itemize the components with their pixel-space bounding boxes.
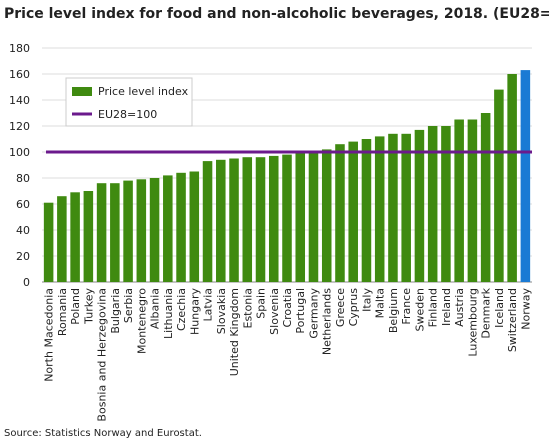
bar	[176, 172, 186, 282]
x-tick-label: Austria	[453, 288, 466, 327]
x-tick-label: Estonia	[241, 288, 254, 329]
x-tick-label: Finland	[427, 288, 440, 327]
x-tick-label: Turkey	[82, 288, 95, 325]
bar	[268, 155, 279, 282]
y-tick-label: 40	[16, 224, 30, 237]
source: Source: Statistics Norway and Eurostat.	[4, 428, 202, 439]
bar	[507, 74, 517, 282]
chart-title: Price level index for food and non-alcoh…	[4, 6, 549, 22]
bar	[189, 171, 200, 282]
x-tick-label: Iceland	[493, 288, 506, 328]
bar	[123, 180, 133, 282]
x-tick-label: Romania	[56, 288, 69, 336]
x-tick-label: Switzerland	[506, 288, 519, 352]
bar	[427, 126, 438, 282]
x-tick-label: France	[400, 288, 413, 325]
legend-box	[65, 77, 193, 127]
bar	[57, 196, 67, 282]
x-tick-label: Netherlands	[321, 288, 334, 355]
x-tick-label: Latvia	[202, 288, 215, 322]
x-tick-label: Denmark	[480, 287, 493, 338]
bar	[295, 153, 306, 282]
bar	[348, 141, 358, 282]
x-tick-label: Bulgaria	[109, 288, 122, 334]
bar	[96, 183, 107, 282]
x-tick-label: Sweden	[413, 288, 426, 331]
bar	[308, 152, 319, 282]
legend-label: EU28=100	[98, 108, 157, 121]
bar	[494, 89, 504, 282]
bar	[467, 119, 478, 282]
y-tick-label: 140	[9, 94, 30, 107]
x-tick-label: Serbia	[122, 288, 135, 323]
bar	[149, 178, 160, 282]
bar	[388, 133, 398, 282]
x-tick-label: Greece	[334, 288, 347, 327]
y-tick-label: 80	[16, 172, 30, 185]
x-tick-label: Lithuania	[162, 288, 175, 339]
bar	[70, 192, 80, 282]
x-tick-label: Slovakia	[215, 288, 228, 334]
legend-swatch	[72, 87, 92, 96]
x-tick-label: United Kingdom	[228, 288, 241, 376]
bar	[321, 149, 332, 282]
x-tick-label: Montenegro	[135, 288, 148, 354]
bar	[454, 119, 464, 282]
y-tick-label: 0	[23, 276, 30, 289]
x-tick-label: Cyprus	[347, 288, 360, 327]
bar	[374, 136, 385, 282]
x-tick-label: Ireland	[440, 288, 453, 326]
x-tick-label: Malta	[374, 288, 387, 318]
x-tick-label: Czechia	[175, 288, 188, 331]
bar	[282, 154, 292, 282]
x-tick-label: Spain	[255, 288, 268, 319]
bar	[110, 183, 120, 282]
bar	[242, 157, 253, 282]
bar	[163, 175, 173, 282]
x-tick-label: Hungary	[188, 288, 201, 335]
x-tick-label: North Macedonia	[43, 288, 56, 382]
x-tick-label: Poland	[69, 288, 82, 325]
bar	[520, 70, 531, 282]
y-tick-label: 180	[9, 42, 30, 55]
x-tick-label: Albania	[149, 288, 162, 329]
y-tick-label: 60	[16, 198, 30, 211]
bar	[414, 129, 425, 282]
bar	[335, 144, 345, 282]
x-tick-label: Belgium	[387, 288, 400, 333]
x-tick-label: Italy	[360, 288, 373, 312]
bar	[43, 202, 54, 282]
bar	[361, 139, 372, 282]
y-tick-label: 100	[9, 146, 30, 159]
bar	[229, 158, 239, 282]
bar	[83, 191, 94, 282]
x-tick-label: Slovenia	[268, 288, 281, 335]
x-tick-label: Portugal	[294, 288, 307, 334]
bar	[480, 113, 491, 282]
bar	[255, 157, 266, 282]
y-tick-label: 120	[9, 120, 30, 133]
x-tick-label: Croatia	[281, 288, 294, 328]
x-tick-label: Luxembourg	[466, 288, 479, 357]
x-tick-label: Bosnia and Herzegovina	[96, 288, 109, 422]
bar	[401, 133, 411, 282]
bar	[216, 159, 226, 282]
x-tick-label: Germany	[307, 288, 320, 339]
y-tick-label: 20	[16, 250, 30, 263]
x-tick-label: Norway	[519, 288, 532, 330]
legend-label: Price level index	[98, 85, 189, 98]
y-tick-label: 160	[9, 68, 30, 81]
bar	[441, 126, 451, 282]
bar	[202, 161, 213, 282]
bar	[136, 179, 147, 282]
